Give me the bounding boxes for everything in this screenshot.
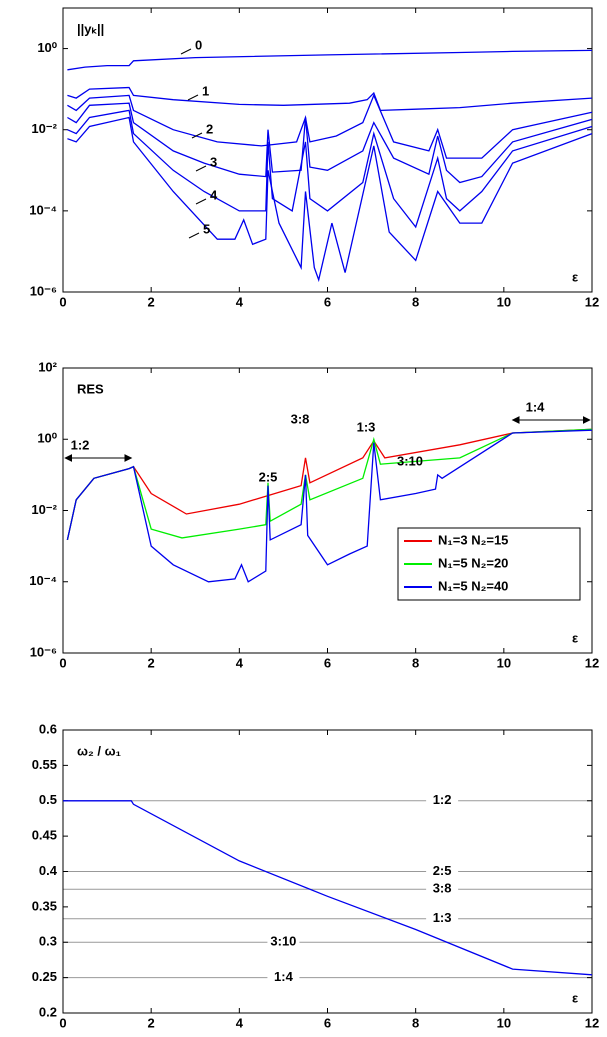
curve-label: 3	[210, 154, 217, 169]
x-tick-label: 2	[148, 1015, 155, 1030]
x-tick-label: 8	[412, 294, 419, 309]
curve-label: 2	[206, 121, 213, 136]
x-axis-label: ε	[572, 990, 578, 1005]
y-tick-label: 0.3	[39, 934, 57, 949]
series-line	[67, 102, 593, 184]
chart-title: ω₂ / ω₁	[77, 743, 121, 758]
x-tick-label: 0	[59, 655, 66, 670]
y-tick-label: 10⁻⁶	[30, 644, 57, 659]
plot-frame	[62, 7, 593, 293]
y-tick-label: 0.45	[32, 828, 57, 843]
label-leader	[180, 48, 192, 55]
ref-label: 3:10	[270, 934, 296, 949]
y-tick-label: 10⁻²	[31, 121, 57, 136]
ref-label: 1:3	[433, 910, 452, 925]
x-tick-label: 12	[585, 294, 599, 309]
y-tick-label: 0.6	[39, 721, 57, 736]
x-tick-label: 6	[324, 1015, 331, 1030]
x-tick-label: 4	[236, 655, 244, 670]
x-tick-label: 0	[59, 294, 66, 309]
ref-label: 1:2	[433, 792, 452, 807]
y-tick-label: 10²	[38, 359, 57, 374]
legend-label: N₁=5 N₂=20	[438, 555, 508, 570]
legend-label: N₁=3 N₂=15	[438, 532, 508, 547]
x-tick-label: 8	[412, 1015, 419, 1030]
ref-label: 1:4	[274, 969, 294, 984]
x-axis-label: ε	[572, 269, 578, 284]
y-tick-label: 10⁰	[37, 40, 57, 55]
annotation: 3:8	[291, 411, 310, 426]
ref-label: 3:8	[433, 881, 452, 896]
y-tick-label: 0.55	[32, 757, 57, 772]
x-tick-label: 6	[324, 294, 331, 309]
curve-label: 5	[203, 221, 210, 236]
y-tick-label: 0.25	[32, 969, 57, 984]
label-leader	[187, 94, 199, 101]
x-tick-label: 0	[59, 1015, 66, 1030]
legend-label: N₁=5 N₂=40	[438, 578, 508, 593]
y-tick-label: 10⁻²	[31, 502, 57, 517]
y-tick-label: 10⁻⁶	[30, 283, 57, 298]
ref-label-bg	[267, 936, 300, 949]
series-line	[67, 93, 593, 159]
ref-label: 2:5	[433, 863, 452, 878]
y-tick-label: 10⁻⁴	[29, 573, 57, 588]
y-tick-label: 0.35	[32, 898, 57, 913]
label-leader	[195, 165, 207, 172]
x-tick-label: 12	[585, 1015, 599, 1030]
label-leader	[191, 132, 203, 139]
x-tick-label: 6	[324, 655, 331, 670]
y-tick-label: 0.5	[39, 792, 57, 807]
series-line	[67, 116, 593, 283]
series-line	[67, 109, 593, 229]
x-tick-label: 2	[148, 655, 155, 670]
y-tick-label: 0.2	[39, 1004, 57, 1019]
ref-label-bg	[426, 794, 459, 807]
series-line	[66, 429, 593, 583]
ref-label-bg	[426, 865, 459, 878]
label-leader	[195, 198, 207, 205]
label-leader	[188, 232, 200, 239]
x-axis-label: ε	[572, 630, 578, 645]
curve-label: 4	[210, 187, 218, 202]
x-tick-label: 8	[412, 655, 419, 670]
series-line	[67, 86, 593, 112]
y-tick-label: 10⁰	[37, 431, 57, 446]
annotation: 2:5	[259, 469, 278, 484]
x-tick-label: 4	[236, 294, 244, 309]
plot-frame	[62, 367, 593, 654]
annotation: 1:2	[71, 437, 90, 452]
ref-label-bg	[426, 883, 459, 896]
chart-title: RES	[77, 381, 104, 396]
x-tick-label: 10	[497, 1015, 511, 1030]
y-tick-label: 10⁻⁴	[29, 202, 57, 217]
x-tick-label: 10	[497, 294, 511, 309]
series-line	[67, 49, 593, 71]
ref-label-bg	[267, 971, 300, 984]
curve-label: 1	[202, 83, 209, 98]
annotation: 1:3	[357, 419, 376, 434]
annotation: 1:4	[526, 399, 546, 414]
y-tick-label: 0.4	[39, 863, 58, 878]
curve-label: 0	[195, 37, 202, 52]
x-tick-label: 12	[585, 655, 599, 670]
chart-title: ||yₖ||	[77, 21, 104, 36]
annotation: 3:10	[397, 453, 423, 468]
series-line	[63, 800, 593, 976]
ref-label-bg	[426, 912, 459, 925]
x-tick-label: 2	[148, 294, 155, 309]
x-tick-label: 4	[236, 1015, 244, 1030]
x-tick-label: 10	[497, 655, 511, 670]
